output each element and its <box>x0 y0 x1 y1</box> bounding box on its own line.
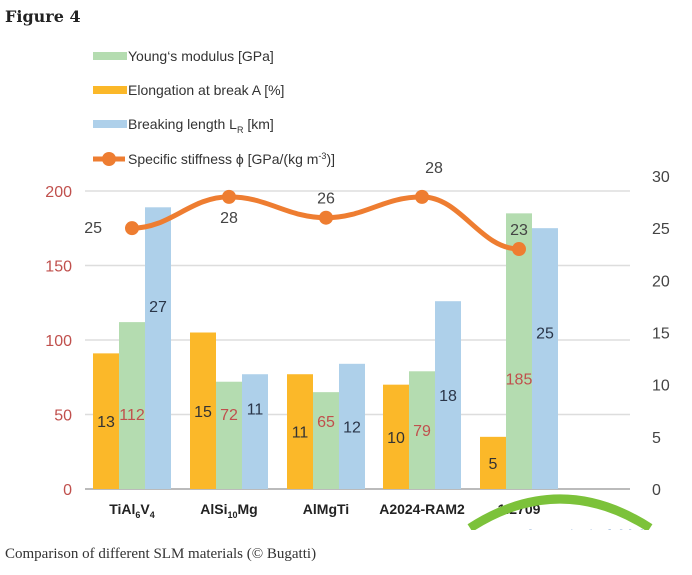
left-axis-tick-label: 50 <box>54 408 72 425</box>
bar-data-label: 27 <box>149 299 167 316</box>
legend-label-part: -3 <box>318 151 326 161</box>
line-data-label: 23 <box>510 222 528 239</box>
bar-0 <box>383 384 409 489</box>
legend-label-part: Specific stiffness ϕ [GPa/(kg m <box>128 151 318 167</box>
right-axis-tick-label: 10 <box>652 378 670 395</box>
line-data-label: 26 <box>317 191 335 208</box>
bar-1 <box>119 322 145 489</box>
line-point <box>125 221 139 236</box>
legend-label-part: Breaking length L <box>128 116 237 132</box>
bar-data-label: 11 <box>292 425 309 442</box>
legend-label: Breaking length LR [km] <box>128 116 274 135</box>
legend-swatch <box>93 86 127 94</box>
legend-label-part: [km] <box>243 116 273 132</box>
right-axis-tick-label: 30 <box>652 169 670 186</box>
legend-label: Young‘s modulus [GPa] <box>128 48 274 64</box>
right-axis-tick-label: 20 <box>652 273 670 290</box>
category-label: TiAl6V4 <box>109 501 155 520</box>
bar-data-label: 112 <box>119 407 145 424</box>
bar-data-label: 25 <box>536 326 554 343</box>
legend-swatch <box>93 120 127 128</box>
left-axis-tick-label: 0 <box>63 482 72 499</box>
figure-label: Figure 4 <box>5 7 81 26</box>
line-point <box>415 189 429 204</box>
bar-data-label: 79 <box>413 423 431 440</box>
legend-label: Elongation at break A [%] <box>128 82 284 98</box>
line-data-label: 28 <box>220 210 238 227</box>
bar-0 <box>480 436 506 489</box>
bar-1 <box>506 213 532 489</box>
bar-data-label: 12 <box>343 419 361 436</box>
bar-2 <box>339 363 365 489</box>
watermark-text: 中国汽车材料网 <box>520 529 667 530</box>
bar-data-label: 72 <box>220 407 238 424</box>
bar-data-label: 65 <box>317 414 335 431</box>
chart: 0 50 100 150 200 0 5 10 15 20 25 30 13 112 27 TiAl6V4 15… <box>45 48 670 570</box>
right-axis-tick-label: 25 <box>652 221 670 238</box>
bar-0 <box>190 332 216 489</box>
bar-data-label: 185 <box>506 372 533 389</box>
figure-caption: Comparison of different SLM materials (©… <box>5 546 317 562</box>
category-label: AlSi10Mg <box>200 501 257 520</box>
legend-label-part: R <box>237 125 244 135</box>
bar-1 <box>313 392 339 489</box>
watermark-arc <box>467 494 653 532</box>
line-point <box>512 242 526 257</box>
category-label: AlMgTi <box>303 501 349 517</box>
bar-1 <box>216 381 242 489</box>
right-axis-tick-label: 5 <box>652 430 661 447</box>
legend-label-part: )] <box>326 151 335 167</box>
right-axis-tick-label: 0 <box>652 482 661 499</box>
category-label-part: V <box>140 501 150 517</box>
category-label-part: Mg <box>238 501 258 517</box>
bar-0 <box>287 374 313 489</box>
bar-1 <box>409 371 435 489</box>
category-label-part: AlMgTi <box>303 501 349 517</box>
legend-label-part: Young‘s modulus [GPa] <box>128 48 274 64</box>
category-label-part: 4 <box>150 510 155 520</box>
chart-panel: 0 50 100 150 200 0 5 10 15 20 25 30 13 112 27 TiAl6V4 15… <box>0 38 692 570</box>
bar-data-label: 15 <box>194 404 212 421</box>
bar-2 <box>435 301 461 489</box>
left-axis-tick-label: 150 <box>45 259 72 276</box>
legend-label-part: Elongation at break A [%] <box>128 82 284 98</box>
line-point <box>222 189 236 204</box>
legend-label: Specific stiffness ϕ [GPa/(kg m-3)] <box>128 151 335 167</box>
left-axis-tick-label: 100 <box>45 333 72 350</box>
right-axis-tick-label: 15 <box>652 326 670 343</box>
category-label-part: 6 <box>135 510 140 520</box>
bar-data-label: 18 <box>439 388 457 405</box>
left-axis-tick-label: 200 <box>45 184 72 201</box>
line-data-label: 25 <box>84 220 102 237</box>
bar-data-label: 5 <box>489 456 498 473</box>
category-label-part: TiAl <box>109 501 135 517</box>
category-label: A2024-RAM2 <box>379 501 465 517</box>
bar-0 <box>93 353 119 489</box>
legend-swatch <box>93 52 127 60</box>
line-point <box>319 210 333 225</box>
bar-data-label: 13 <box>97 414 115 431</box>
bar-2 <box>145 207 171 490</box>
category-label-part: A2024-RAM2 <box>379 501 465 517</box>
bar-data-label: 11 <box>247 402 264 419</box>
line-data-label: 28 <box>425 160 443 177</box>
bar-2 <box>532 228 558 489</box>
category-label-part: AlSi <box>200 501 227 517</box>
bar-data-label: 10 <box>387 430 405 447</box>
category-label-part: 10 <box>228 510 238 520</box>
legend-swatch-marker <box>102 152 116 166</box>
bar-2 <box>242 374 268 489</box>
